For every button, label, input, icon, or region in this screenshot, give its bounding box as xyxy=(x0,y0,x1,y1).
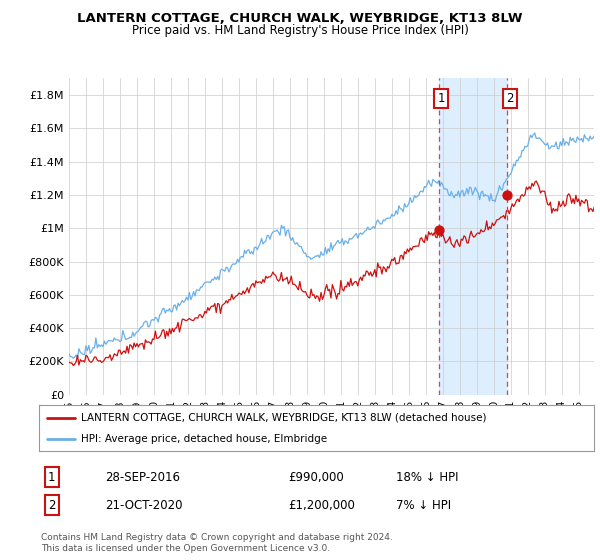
Text: 28-SEP-2016: 28-SEP-2016 xyxy=(105,470,180,484)
Text: 2: 2 xyxy=(506,92,514,105)
Text: HPI: Average price, detached house, Elmbridge: HPI: Average price, detached house, Elmb… xyxy=(80,435,327,444)
Text: Contains HM Land Registry data © Crown copyright and database right 2024.
This d: Contains HM Land Registry data © Crown c… xyxy=(41,533,392,553)
Text: 7% ↓ HPI: 7% ↓ HPI xyxy=(396,498,451,512)
Text: £990,000: £990,000 xyxy=(288,470,344,484)
Text: 21-OCT-2020: 21-OCT-2020 xyxy=(105,498,182,512)
Text: LANTERN COTTAGE, CHURCH WALK, WEYBRIDGE, KT13 8LW (detached house): LANTERN COTTAGE, CHURCH WALK, WEYBRIDGE,… xyxy=(80,413,486,423)
Text: 2: 2 xyxy=(48,498,55,512)
Point xyxy=(434,226,443,235)
Point xyxy=(503,190,512,199)
Text: 18% ↓ HPI: 18% ↓ HPI xyxy=(396,470,458,484)
Text: Price paid vs. HM Land Registry's House Price Index (HPI): Price paid vs. HM Land Registry's House … xyxy=(131,24,469,36)
Text: LANTERN COTTAGE, CHURCH WALK, WEYBRIDGE, KT13 8LW: LANTERN COTTAGE, CHURCH WALK, WEYBRIDGE,… xyxy=(77,12,523,25)
Bar xyxy=(439,78,508,395)
Text: 1: 1 xyxy=(437,92,445,105)
Text: £1,200,000: £1,200,000 xyxy=(288,498,355,512)
Text: 1: 1 xyxy=(48,470,55,484)
